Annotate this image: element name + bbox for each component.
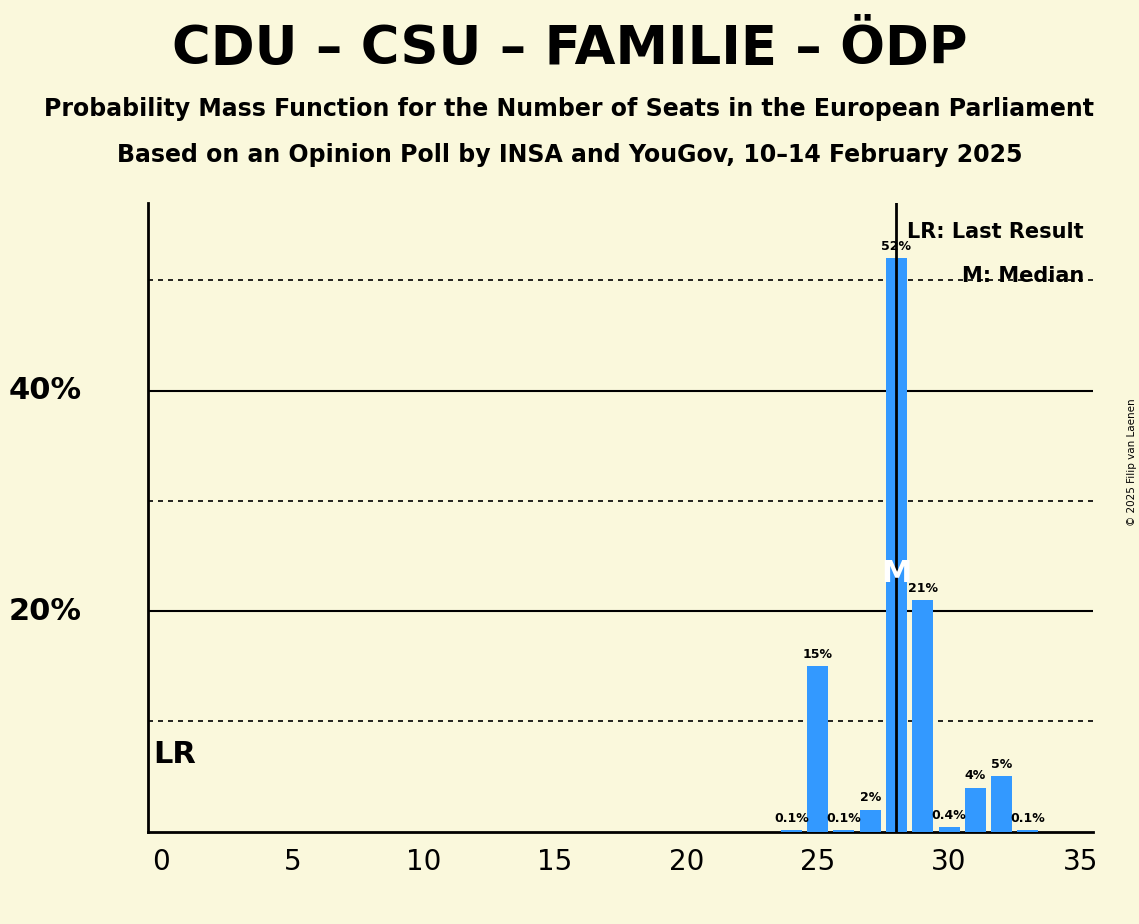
Text: 21%: 21%	[908, 581, 937, 595]
Text: 4%: 4%	[965, 769, 986, 782]
Text: M: Median: M: Median	[961, 266, 1084, 286]
Text: 40%: 40%	[9, 376, 82, 405]
Bar	[808, 666, 828, 832]
Text: 20%: 20%	[9, 597, 82, 626]
Text: 0.1%: 0.1%	[775, 812, 809, 825]
Bar	[991, 776, 1013, 832]
Text: 5%: 5%	[991, 758, 1013, 771]
Bar	[965, 787, 985, 832]
Text: Based on an Opinion Poll by INSA and YouGov, 10–14 February 2025: Based on an Opinion Poll by INSA and You…	[117, 143, 1022, 167]
Text: LR: Last Result: LR: Last Result	[908, 222, 1084, 242]
Text: 0.4%: 0.4%	[932, 808, 966, 821]
Text: LR: LR	[153, 740, 196, 769]
Bar	[939, 827, 959, 832]
Bar	[886, 259, 907, 832]
Text: CDU – CSU – FAMILIE – ÖDP: CDU – CSU – FAMILIE – ÖDP	[172, 23, 967, 75]
Text: 0.1%: 0.1%	[1010, 812, 1046, 825]
Bar	[860, 809, 880, 832]
Text: © 2025 Filip van Laenen: © 2025 Filip van Laenen	[1126, 398, 1137, 526]
Text: M: M	[882, 559, 911, 589]
Bar	[1017, 831, 1039, 832]
Bar	[912, 600, 933, 832]
Text: 2%: 2%	[860, 791, 880, 804]
Text: 0.1%: 0.1%	[827, 812, 861, 825]
Text: 15%: 15%	[803, 648, 833, 661]
Bar	[834, 831, 854, 832]
Text: Probability Mass Function for the Number of Seats in the European Parliament: Probability Mass Function for the Number…	[44, 97, 1095, 121]
Text: 52%: 52%	[882, 240, 911, 253]
Bar	[781, 831, 802, 832]
